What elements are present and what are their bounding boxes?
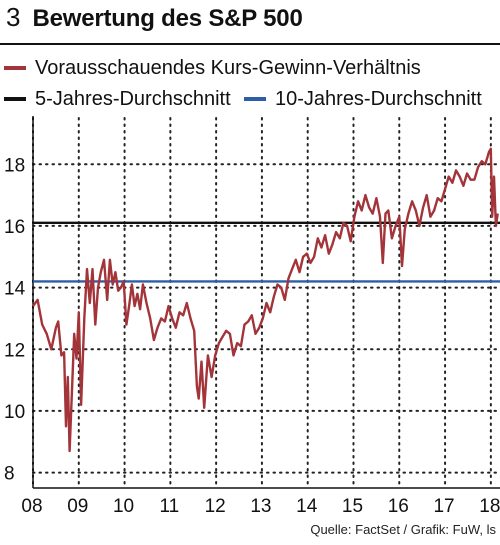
legend-item-5y-average: 5-Jahres-Durchschnitt bbox=[4, 89, 231, 109]
x-tick-label-17: 17 bbox=[433, 496, 454, 517]
y-tick-label-8: 8 bbox=[4, 464, 15, 485]
y-tick-label-10: 10 bbox=[4, 402, 25, 423]
chart-number: 3 bbox=[6, 2, 21, 32]
title-divider bbox=[0, 43, 500, 45]
legend-label-5y-average: 5-Jahres-Durchschnitt bbox=[35, 88, 231, 110]
y-tick-label-16: 16 bbox=[4, 217, 25, 238]
x-tick-label-09: 09 bbox=[67, 496, 88, 517]
legend-item-10y-average: 10-Jahres-Durchschnitt bbox=[244, 89, 482, 109]
x-tick-label-18: 18 bbox=[479, 496, 500, 517]
series-line-pe-ratio bbox=[32, 147, 499, 453]
legend-item-pe-ratio: Vorausschauendes Kurs-Gewinn-Verhältnis bbox=[4, 58, 421, 78]
x-tick-label-10: 10 bbox=[113, 496, 134, 517]
x-tick-label-12: 12 bbox=[205, 496, 226, 517]
y-tick-label-12: 12 bbox=[4, 340, 25, 361]
chart-header: 3 Bewertung des S&P 500 bbox=[0, 2, 303, 36]
legend-swatch-10y-average bbox=[244, 97, 266, 101]
x-tick-label-13: 13 bbox=[250, 496, 271, 517]
x-tick-label-16: 16 bbox=[388, 496, 409, 517]
x-tick-label-11: 11 bbox=[159, 496, 179, 517]
legend-label-pe-ratio: Vorausschauendes Kurs-Gewinn-Verhältnis bbox=[35, 57, 421, 79]
x-tick-label-08: 08 bbox=[21, 496, 42, 517]
legend-swatch-pe-ratio bbox=[4, 66, 26, 70]
x-tick-label-14: 14 bbox=[296, 496, 318, 517]
source-note: Quelle: FactSet / Grafik: FuW, ls bbox=[310, 522, 496, 537]
legend-label-10y-average: 10-Jahres-Durchschnitt bbox=[275, 88, 482, 110]
legend-swatch-5y-average bbox=[4, 97, 26, 101]
y-tick-label-14: 14 bbox=[4, 279, 26, 300]
x-tick-label-15: 15 bbox=[342, 496, 363, 517]
chart-title: Bewertung des S&P 500 bbox=[32, 5, 303, 32]
y-tick-label-18: 18 bbox=[4, 155, 25, 176]
